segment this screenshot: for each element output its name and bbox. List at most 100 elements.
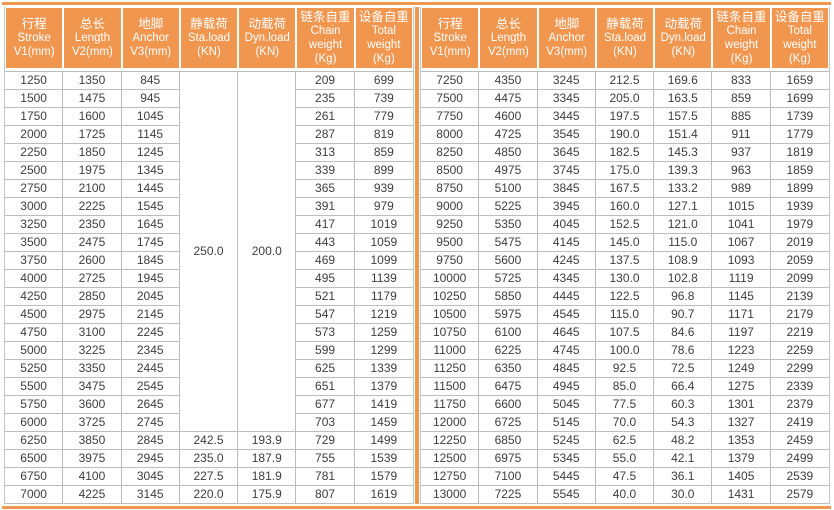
header-row: 行程 Stroke V1(mm) 总长 Length V2(mm) 地脚 Anchor V3(m…: [5, 7, 413, 71]
table-cell: 3750: [5, 252, 64, 270]
table-cell: 677: [296, 396, 355, 414]
table-cell: 7750: [421, 108, 480, 126]
table-cell: 4045: [537, 216, 596, 234]
table-cell: 5545: [537, 486, 596, 504]
table-cell: 2500: [5, 162, 64, 180]
table-cell: 1459: [354, 414, 413, 432]
table-cell: 2250: [5, 144, 64, 162]
table-cell: 90.7: [654, 306, 713, 324]
table-cell: 1975: [63, 162, 122, 180]
table-cell: 3345: [537, 90, 596, 108]
table-cell: 1379: [712, 450, 771, 468]
table-cell: 2745: [121, 414, 180, 432]
table-cell: 6000: [5, 414, 64, 432]
table-cell: 963: [712, 162, 771, 180]
table-cell: 1275: [712, 378, 771, 396]
table-cell: 187.9: [238, 450, 297, 468]
table-cell: 781: [296, 468, 355, 486]
table-cell: 807: [296, 486, 355, 504]
table-cell: 6475: [479, 378, 538, 396]
table-cell: 72.5: [654, 360, 713, 378]
table-cell: 391: [296, 198, 355, 216]
table-cell: 365: [296, 180, 355, 198]
table-cell: 2475: [63, 234, 122, 252]
right-table-wrap: 行程 Stroke V1(mm) 总长 Length V2(mm) 地脚 Anchor V3(m…: [420, 7, 830, 504]
table-cell: 1725: [63, 126, 122, 144]
table-cell: 7100: [479, 468, 538, 486]
table-cell: 2245: [121, 324, 180, 342]
table-cell: 8500: [421, 162, 480, 180]
table-cell: 175.0: [595, 162, 655, 180]
table-cell: 5145: [537, 414, 596, 432]
table-cell: 137.5: [595, 252, 655, 270]
table-cell: 160.0: [595, 198, 655, 216]
table-cell: 182.5: [595, 144, 655, 162]
header-row: 行程 Stroke V1(mm) 总长 Length V2(mm) 地脚 Anchor V3(m…: [421, 7, 829, 71]
table-cell: 122.5: [595, 288, 655, 306]
table-cell: 1645: [121, 216, 180, 234]
table-cell: 979: [354, 198, 413, 216]
table-cell: 1223: [712, 342, 771, 360]
table-cell: 108.9: [654, 252, 713, 270]
table-cell: 242.5: [179, 432, 239, 450]
table-cell: 2419: [770, 414, 829, 432]
table-row: 3750 2600 1845 469 1099: [5, 252, 413, 270]
table-cell: 1619: [354, 486, 413, 504]
table-cell: 1041: [712, 216, 771, 234]
table-cell: 4725: [479, 126, 538, 144]
table-cell: 417: [296, 216, 355, 234]
table-cell: 7225: [479, 486, 538, 504]
table-row: 10750 6100 4645 107.5 84.6 1197 2219: [421, 324, 829, 342]
table-cell: 2225: [63, 198, 122, 216]
table-cell: 6600: [479, 396, 538, 414]
table-cell: 54.3: [654, 414, 713, 432]
table-cell: 85.0: [595, 378, 655, 396]
table-row: 11000 6225 4745 100.0 78.6 1223 2259: [421, 342, 829, 360]
table-row: 7750 4600 3445 197.5 157.5 885 1739: [421, 108, 829, 126]
table-cell: 7500: [421, 90, 480, 108]
table-cell: 1659: [770, 71, 829, 90]
table-cell: 833: [712, 71, 771, 90]
table-cell: 127.1: [654, 198, 713, 216]
table-cell: 3845: [537, 180, 596, 198]
table-cell: 1745: [121, 234, 180, 252]
table-cell: 12750: [421, 468, 480, 486]
table-cell: 157.5: [654, 108, 713, 126]
table-row: 2750 2100 1445 365 939: [5, 180, 413, 198]
table-cell: 5250: [5, 360, 64, 378]
table-cell: 1099: [354, 252, 413, 270]
table-cell: 13000: [421, 486, 480, 504]
table-cell: 190.0: [595, 126, 655, 144]
table-cell: 4145: [537, 234, 596, 252]
table-row: 8250 4850 3645 182.5 145.3 937 1819: [421, 144, 829, 162]
table-row: 3250 2350 1645 417 1019: [5, 216, 413, 234]
table-cell: 1750: [5, 108, 64, 126]
table-cell: 911: [712, 126, 771, 144]
table-cell: 3100: [63, 324, 122, 342]
table-cell: 4225: [63, 486, 122, 504]
table-row: 6750 4100 3045 227.5 181.9 781 1579: [5, 468, 413, 486]
table-row: 2250 1850 1245 313 859: [5, 144, 413, 162]
table-cell: 1171: [712, 306, 771, 324]
table-cell: 1739: [770, 108, 829, 126]
column-header-anchor: 地脚 Anchor V3(mm): [537, 7, 596, 71]
table-row: 13000 7225 5545 40.0 30.0 1431 2579: [421, 486, 829, 504]
table-cell: 2145: [121, 306, 180, 324]
table-cell: 3545: [537, 126, 596, 144]
table-cell: 7000: [5, 486, 64, 504]
table-cell: 12000: [421, 414, 480, 432]
column-header-total-weight: 设备自重 Total weight (Kg): [770, 7, 829, 71]
table-cell: 739: [354, 90, 413, 108]
table-cell: 819: [354, 126, 413, 144]
table-cell: 115.0: [654, 234, 713, 252]
table-cell: 130.0: [595, 270, 655, 288]
table-row: 9500 5475 4145 145.0 115.0 1067 2019: [421, 234, 829, 252]
column-header-static-load: 静载荷 Sta.load (KN): [179, 7, 239, 71]
table-cell: 885: [712, 108, 771, 126]
table-cell: 2100: [63, 180, 122, 198]
table-cell: 5475: [479, 234, 538, 252]
table-cell: 3500: [5, 234, 64, 252]
table-cell: 939: [354, 180, 413, 198]
table-cell: 1339: [354, 360, 413, 378]
